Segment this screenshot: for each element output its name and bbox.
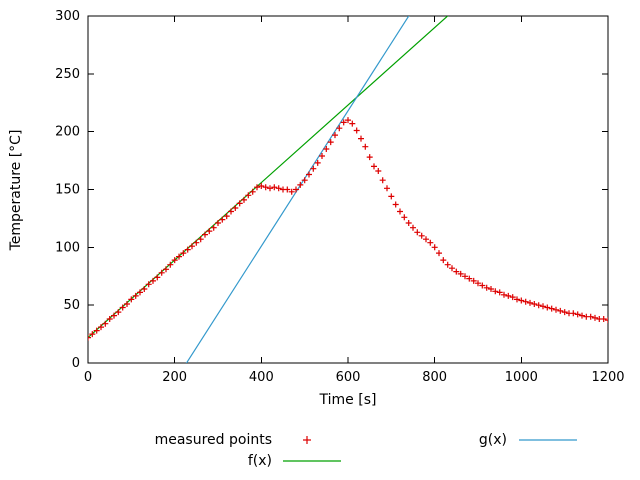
x-tick-label: 800 <box>422 370 447 385</box>
legend-label-measured-points: measured points <box>154 432 272 448</box>
series-line-gx <box>185 16 410 363</box>
legend-marker-measured-plus-icon <box>303 436 311 444</box>
y-tick-label: 300 <box>55 9 80 24</box>
y-tick-label: 100 <box>55 240 80 255</box>
x-axis-label: Time [s] <box>319 392 377 408</box>
x-tick-label: 0 <box>84 370 92 385</box>
y-tick-label: 0 <box>72 356 80 371</box>
x-tick-label: 600 <box>336 370 361 385</box>
y-tick-label: 150 <box>55 183 80 198</box>
y-tick-label: 250 <box>55 67 80 82</box>
x-tick-label: 200 <box>162 370 187 385</box>
x-tick-label: 400 <box>249 370 274 385</box>
legend-label-g: g(x) <box>478 432 507 448</box>
y-axis-label: Temperature [°C] <box>8 129 24 251</box>
x-tick-label: 1200 <box>591 370 624 385</box>
x-tick-label: 1000 <box>505 370 538 385</box>
series-line-fx <box>88 16 449 339</box>
y-tick-label: 200 <box>55 125 80 140</box>
series-measured-points <box>88 117 608 341</box>
legend-label-f: f(x) <box>247 453 272 469</box>
y-tick-label: 50 <box>63 298 80 313</box>
